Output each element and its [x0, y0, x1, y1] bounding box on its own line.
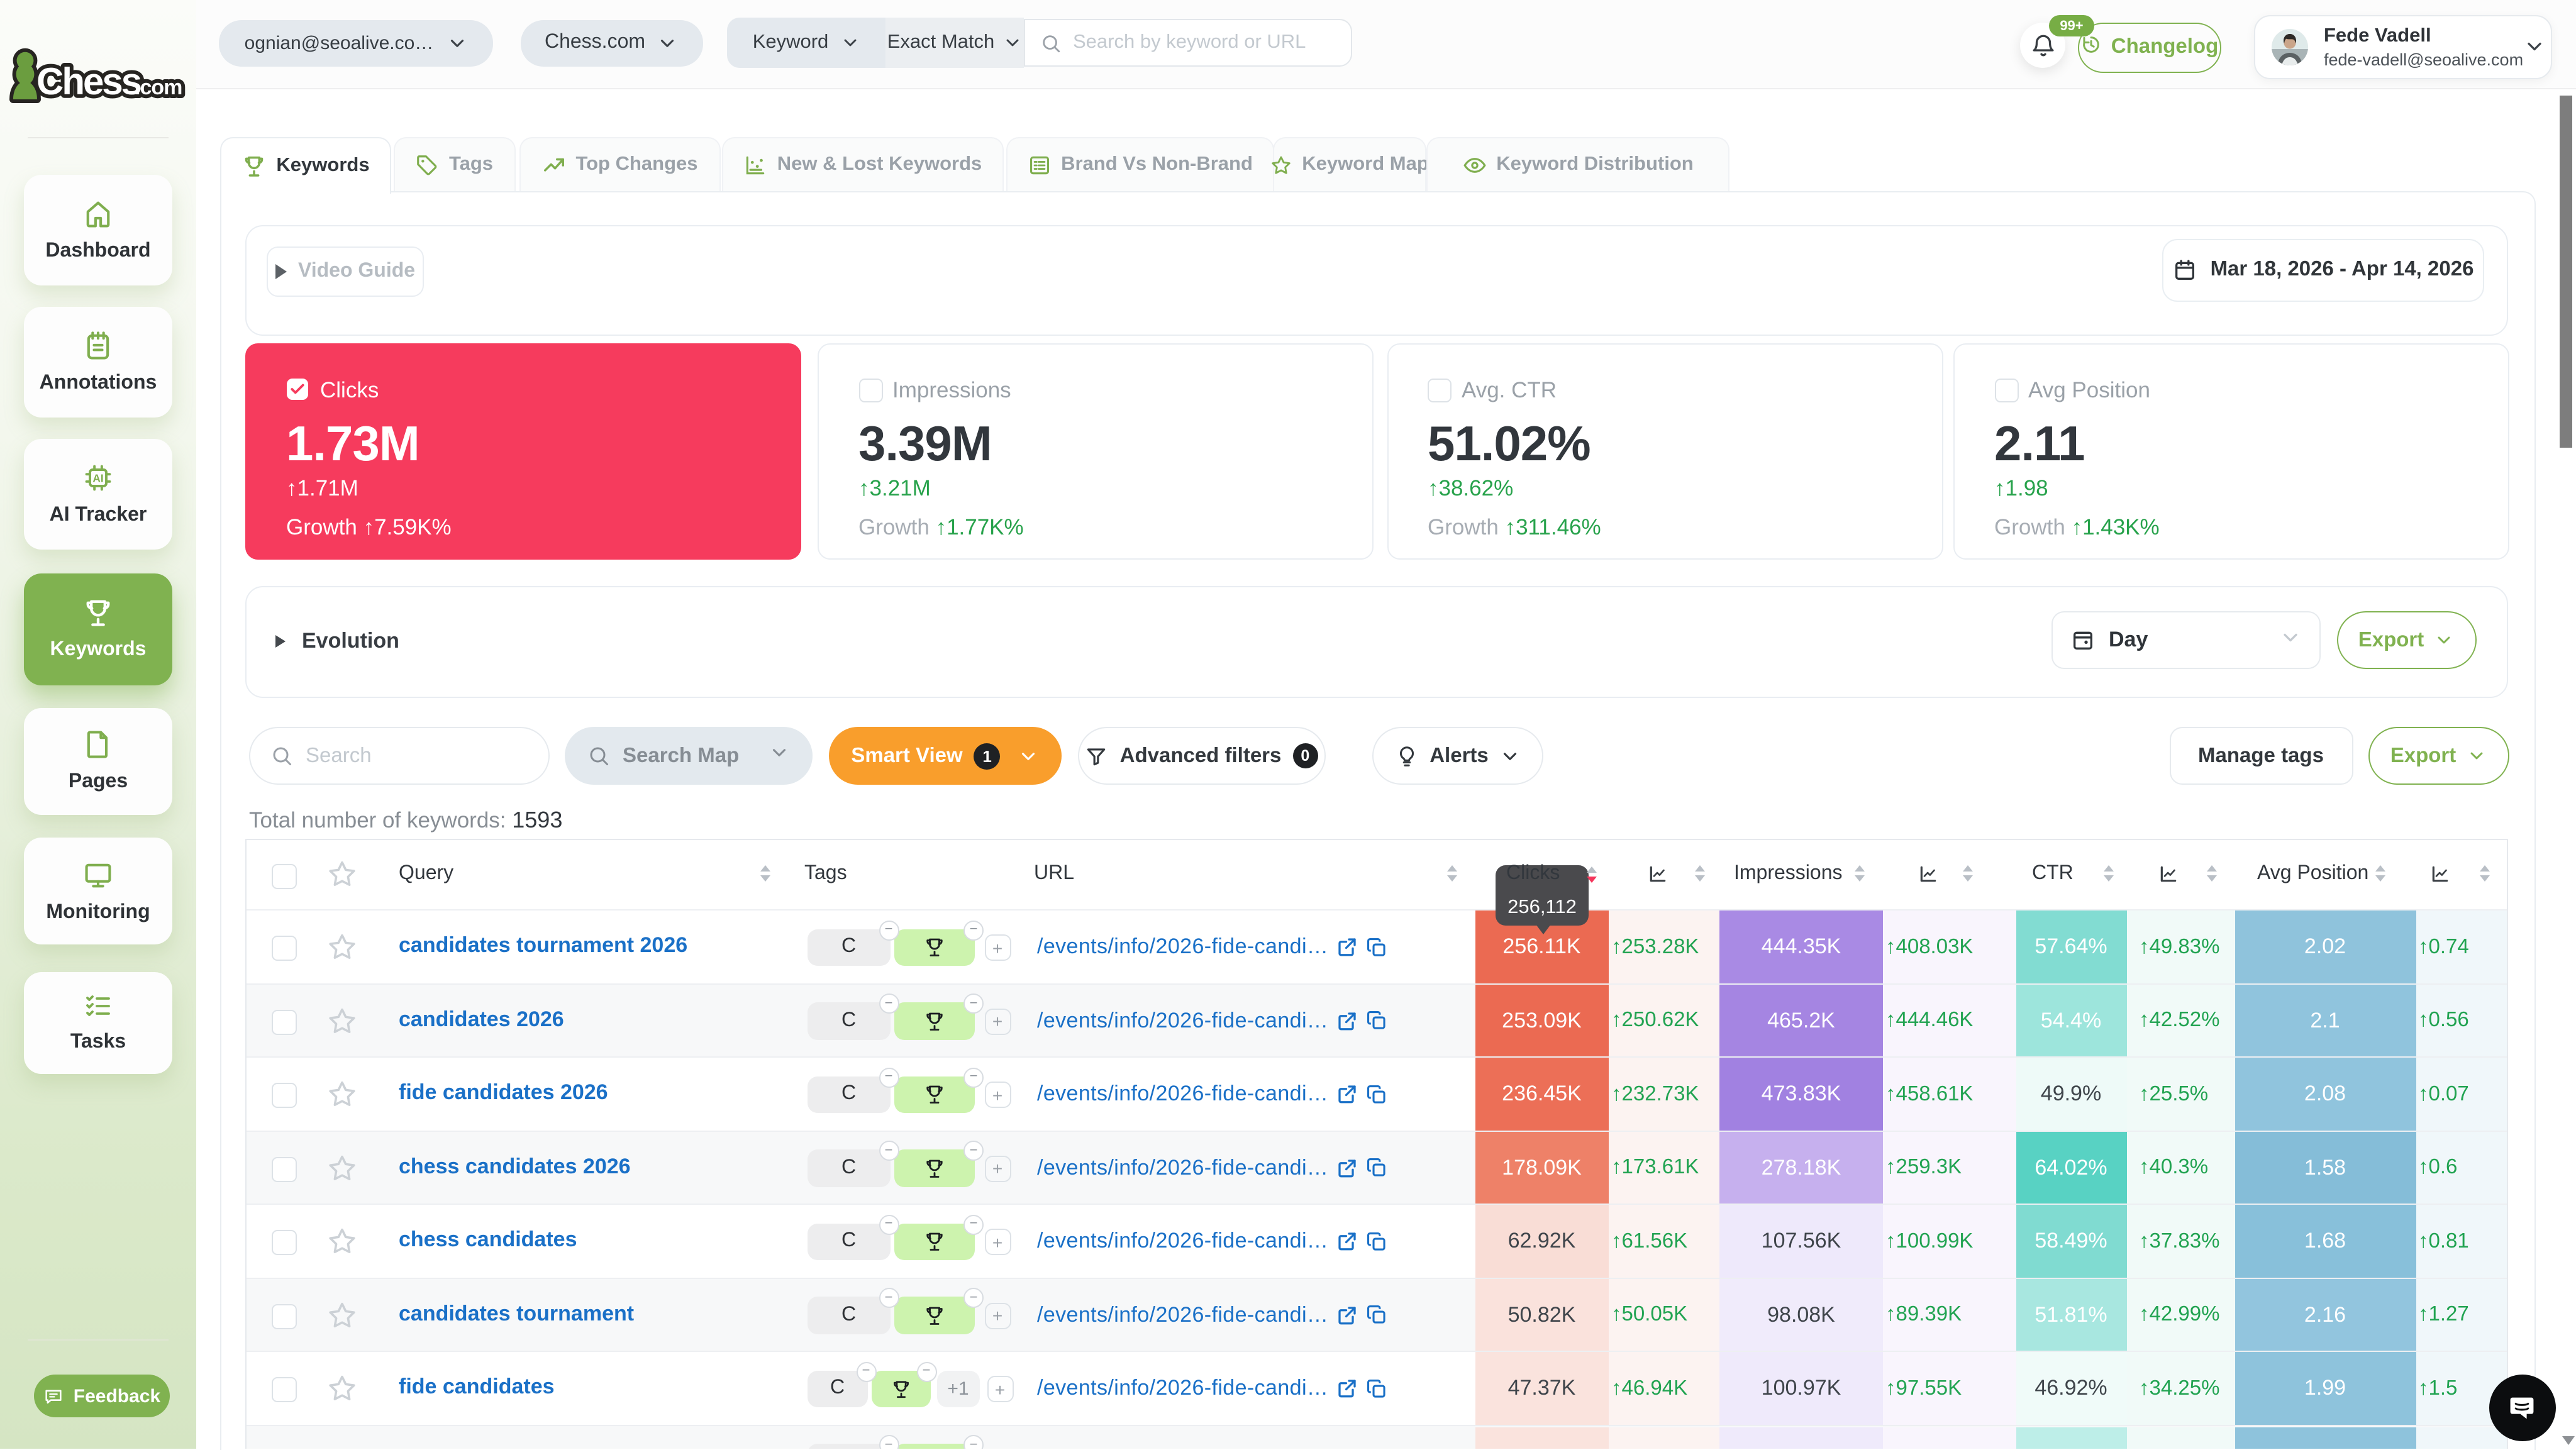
svg-text:AI: AI	[92, 472, 103, 484]
svg-text:.com: .com	[135, 75, 182, 99]
svg-text:.com: .com	[135, 75, 182, 99]
svg-text:Chess: Chess	[36, 60, 141, 102]
svg-text:Chess: Chess	[36, 60, 141, 102]
